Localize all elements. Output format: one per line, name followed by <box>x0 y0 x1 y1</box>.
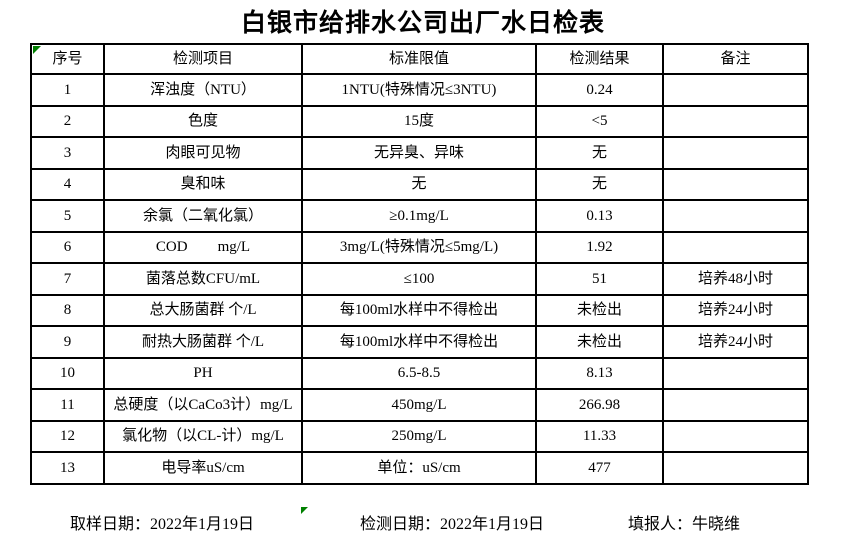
cell-result: 266.98 <box>535 388 664 422</box>
cell-item: 总硬度（以CaCo3计）mg/L <box>103 388 303 422</box>
header-cell-no: 序号 <box>30 43 105 75</box>
cell-item: 总大肠菌群 个/L <box>103 293 303 327</box>
cell-no: 11 <box>30 388 105 422</box>
footer-sampling-date: 取样日期：2022年1月19日 <box>70 516 255 533</box>
cell-note <box>662 73 809 107</box>
cell-note <box>662 167 809 201</box>
cell-standard: 3mg/L(特殊情况≤5mg/L) <box>301 230 537 264</box>
cell-standard: 450mg/L <box>301 388 537 422</box>
table-row: 3 肉眼可见物 无异臭、异味 无 <box>30 136 809 170</box>
page-title: 白银市给排水公司出厂水日检表 <box>240 10 605 37</box>
cell-no: 6 <box>30 230 105 264</box>
cell-note: 培养24小时 <box>662 293 809 327</box>
cell-no: 7 <box>30 262 105 296</box>
cell-result: 未检出 <box>535 325 664 359</box>
table-row: 1 浑浊度（NTU） 1NTU(特殊情况≤3NTU) 0.24 <box>30 73 809 107</box>
cell-result: 11.33 <box>535 419 664 453</box>
cell-item: 肉眼可见物 <box>103 136 303 170</box>
table-row: 5 余氯（二氧化氯） ≥0.1mg/L 0.13 <box>30 199 809 233</box>
cell-no: 1 <box>30 73 105 107</box>
cell-item: 电导率uS/cm <box>103 451 303 485</box>
cell-result: 无 <box>535 167 664 201</box>
cell-result: 无 <box>535 136 664 170</box>
cell-note <box>662 356 809 390</box>
header-cell-standard: 标准限值 <box>301 43 537 75</box>
cell-result: 0.24 <box>535 73 664 107</box>
cell-no: 13 <box>30 451 105 485</box>
footer: 取样日期：2022年1月19日 检测日期：2022年1月19日 填报人：牛晓维 <box>0 510 846 534</box>
table-row: 7 菌落总数CFU/mL ≤100 51 培养48小时 <box>30 262 809 296</box>
cell-result: 未检出 <box>535 293 664 327</box>
cell-item: 氯化物（以CL-计）mg/L <box>103 419 303 453</box>
excel-corner-marker-icon <box>301 507 308 514</box>
cell-standard: 无 <box>301 167 537 201</box>
header-cell-result: 检测结果 <box>535 43 664 75</box>
cell-note <box>662 230 809 264</box>
table-row: 6 COD mg/L 3mg/L(特殊情况≤5mg/L) 1.92 <box>30 230 809 264</box>
excel-corner-marker-icon <box>33 46 41 54</box>
cell-no: 3 <box>30 136 105 170</box>
cell-item: 色度 <box>103 104 303 138</box>
cell-item: PH <box>103 356 303 390</box>
cell-standard: 250mg/L <box>301 419 537 453</box>
cell-no: 10 <box>30 356 105 390</box>
cell-standard: 6.5-8.5 <box>301 356 537 390</box>
cell-no: 2 <box>30 104 105 138</box>
cell-note: 培养48小时 <box>662 262 809 296</box>
cell-no: 5 <box>30 199 105 233</box>
cell-standard: ≥0.1mg/L <box>301 199 537 233</box>
cell-result: 51 <box>535 262 664 296</box>
table-row: 11 总硬度（以CaCo3计）mg/L 450mg/L 266.98 <box>30 388 809 422</box>
table-row: 9 耐热大肠菌群 个/L 每100ml水样中不得检出 未检出 培养24小时 <box>30 325 809 359</box>
header-cell-item: 检测项目 <box>103 43 303 75</box>
cell-item: 浑浊度（NTU） <box>103 73 303 107</box>
cell-note <box>662 388 809 422</box>
cell-note <box>662 104 809 138</box>
cell-item: 耐热大肠菌群 个/L <box>103 325 303 359</box>
table-row: 4 臭和味 无 无 <box>30 167 809 201</box>
cell-no: 4 <box>30 167 105 201</box>
cell-standard: 每100ml水样中不得检出 <box>301 325 537 359</box>
cell-note <box>662 451 809 485</box>
table-header-row: 序号 检测项目 标准限值 检测结果 备注 <box>30 43 809 75</box>
cell-standard: ≤100 <box>301 262 537 296</box>
daily-inspection-table: 序号 检测项目 标准限值 检测结果 备注 1 浑浊度（NTU） 1NTU(特殊情… <box>30 43 809 485</box>
cell-item: 菌落总数CFU/mL <box>103 262 303 296</box>
table-row: 8 总大肠菌群 个/L 每100ml水样中不得检出 未检出 培养24小时 <box>30 293 809 327</box>
cell-result: 1.92 <box>535 230 664 264</box>
cell-standard: 1NTU(特殊情况≤3NTU) <box>301 73 537 107</box>
cell-note <box>662 199 809 233</box>
table-row: 10 PH 6.5-8.5 8.13 <box>30 356 809 390</box>
cell-result: <5 <box>535 104 664 138</box>
table-row: 2 色度 15度 <5 <box>30 104 809 138</box>
cell-standard: 无异臭、异味 <box>301 136 537 170</box>
cell-note <box>662 136 809 170</box>
table-row: 13 电导率uS/cm 单位：uS/cm 477 <box>30 451 809 485</box>
cell-result: 8.13 <box>535 356 664 390</box>
footer-reporter: 填报人：牛晓维 <box>628 516 741 533</box>
cell-item: 余氯（二氧化氯） <box>103 199 303 233</box>
cell-standard: 每100ml水样中不得检出 <box>301 293 537 327</box>
cell-no: 12 <box>30 419 105 453</box>
cell-no: 8 <box>30 293 105 327</box>
cell-note: 培养24小时 <box>662 325 809 359</box>
cell-result: 0.13 <box>535 199 664 233</box>
cell-note <box>662 419 809 453</box>
cell-no: 9 <box>30 325 105 359</box>
cell-standard: 单位：uS/cm <box>301 451 537 485</box>
header-cell-note: 备注 <box>662 43 809 75</box>
cell-result: 477 <box>535 451 664 485</box>
cell-standard: 15度 <box>301 104 537 138</box>
cell-item: 臭和味 <box>103 167 303 201</box>
cell-item: COD mg/L <box>103 230 303 264</box>
table-row: 12 氯化物（以CL-计）mg/L 250mg/L 11.33 <box>30 419 809 453</box>
footer-test-date: 检测日期：2022年1月19日 <box>360 516 545 533</box>
